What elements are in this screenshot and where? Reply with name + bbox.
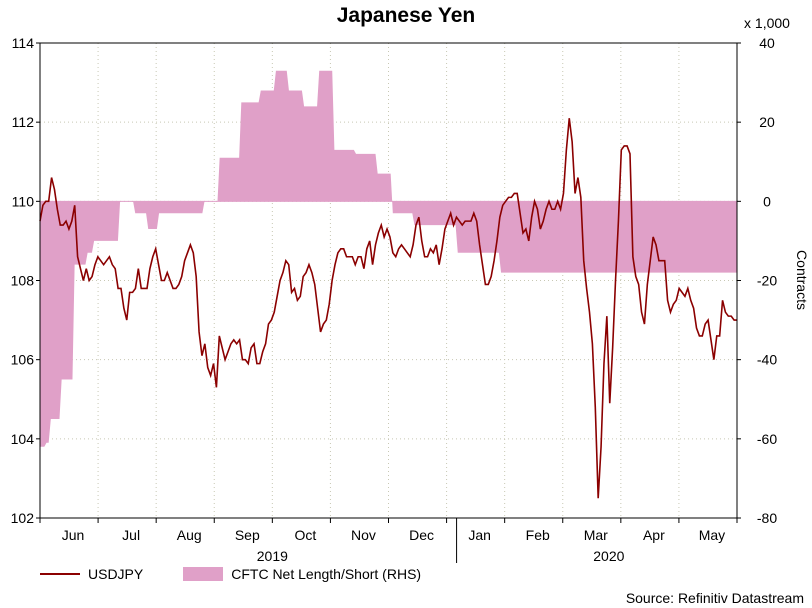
right-axis-label: -40: [757, 352, 777, 368]
right-axis-label: -60: [757, 431, 777, 447]
right-axis-scale-note: x 1,000: [744, 15, 790, 31]
legend: USDJPY CFTC Net Length/Short (RHS): [40, 566, 461, 582]
right-axis-label: 20: [759, 114, 775, 130]
right-axis-label: -80: [757, 510, 777, 526]
left-axis-label: 102: [11, 510, 35, 526]
month-label: Aug: [177, 527, 202, 543]
right-axis-title: Contracts: [794, 250, 810, 310]
left-axis-label: 106: [11, 352, 35, 368]
source-note: Source: Refinitiv Datastream: [625, 590, 804, 606]
month-label: Feb: [526, 527, 550, 543]
month-label: Jun: [62, 527, 85, 543]
month-label: Sep: [235, 527, 260, 543]
month-label: Oct: [294, 527, 316, 543]
month-label: May: [699, 527, 725, 543]
left-axis-label: 114: [12, 35, 35, 51]
legend-swatch-cftc: [183, 567, 224, 581]
year-label: 2019: [257, 548, 288, 564]
legend-label-usdjpy: USDJPY: [88, 566, 144, 582]
left-axis-label: 112: [12, 114, 35, 130]
month-label: Nov: [351, 527, 376, 543]
right-axis-label: 40: [759, 35, 775, 51]
legend-swatch-usdjpy: [40, 573, 80, 575]
month-label: Dec: [409, 527, 434, 543]
chart-title: Japanese Yen: [336, 4, 476, 27]
cftc-net-area: [40, 70, 737, 447]
year-label: 2020: [593, 548, 624, 564]
left-axis-label: 110: [12, 193, 35, 209]
month-label: Jul: [122, 527, 140, 543]
legend-item-usdjpy: USDJPY: [40, 566, 143, 582]
right-axis-label: -20: [757, 273, 777, 289]
right-axis-label: 0: [763, 193, 771, 209]
month-label: Apr: [643, 527, 665, 543]
month-label: Mar: [584, 527, 608, 543]
left-axis-label: 108: [11, 273, 35, 289]
month-label: Jan: [468, 527, 491, 543]
left-axis-label: 104: [11, 431, 35, 447]
usdjpy-line: [39, 118, 737, 499]
legend-label-cftc: CFTC Net Length/Short (RHS): [231, 566, 422, 582]
legend-item-cftc: CFTC Net Length/Short (RHS): [183, 566, 421, 582]
